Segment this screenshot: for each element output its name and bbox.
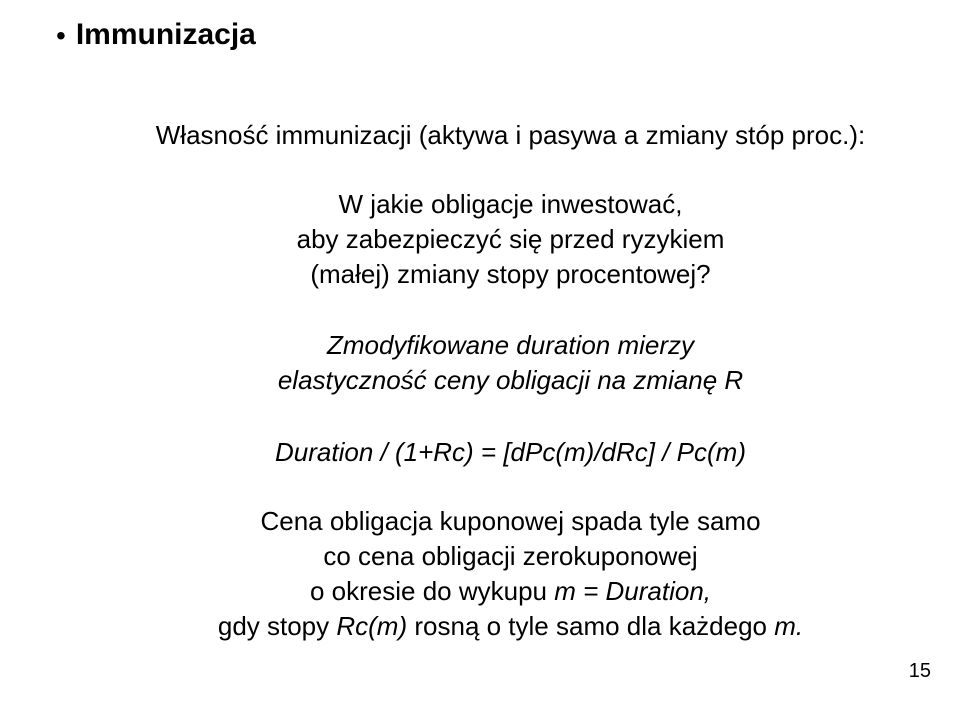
conclusion-d: Rc(m): [336, 611, 407, 641]
page-title: Immunizacja: [76, 18, 256, 52]
question-text: W jakie obligacje inwestować,aby zabezpi…: [121, 187, 901, 292]
conclusion-f: m.: [774, 611, 803, 641]
duration-def-b: duration: [516, 330, 610, 360]
conclusion-b: m = Duration,: [554, 576, 711, 606]
duration-def: Zmodyfikowane duration mierzyelastycznoś…: [131, 328, 891, 398]
title-row: • Immunizacja: [56, 18, 909, 52]
slide-page: • Immunizacja Własność immunizacji (akty…: [0, 0, 959, 701]
formula: Duration / (1+Rc) = [dPc(m)/dRc] / Pc(m): [112, 435, 909, 470]
conclusion-c: gdy stopy: [218, 611, 337, 641]
body-content: Własność immunizacji (aktywa i pasywa a …: [112, 118, 909, 644]
duration-def-a: Zmodyfikowane: [327, 330, 516, 360]
conclusion-e: rosną o tyle samo dla każdego: [407, 611, 774, 641]
bullet-icon: •: [56, 22, 66, 50]
page-number: 15: [909, 660, 931, 683]
intro-text: Własność immunizacji (aktywa i pasywa a …: [141, 118, 881, 153]
conclusion-text: Cena obligacja kuponowej spada tyle samo…: [131, 504, 891, 644]
